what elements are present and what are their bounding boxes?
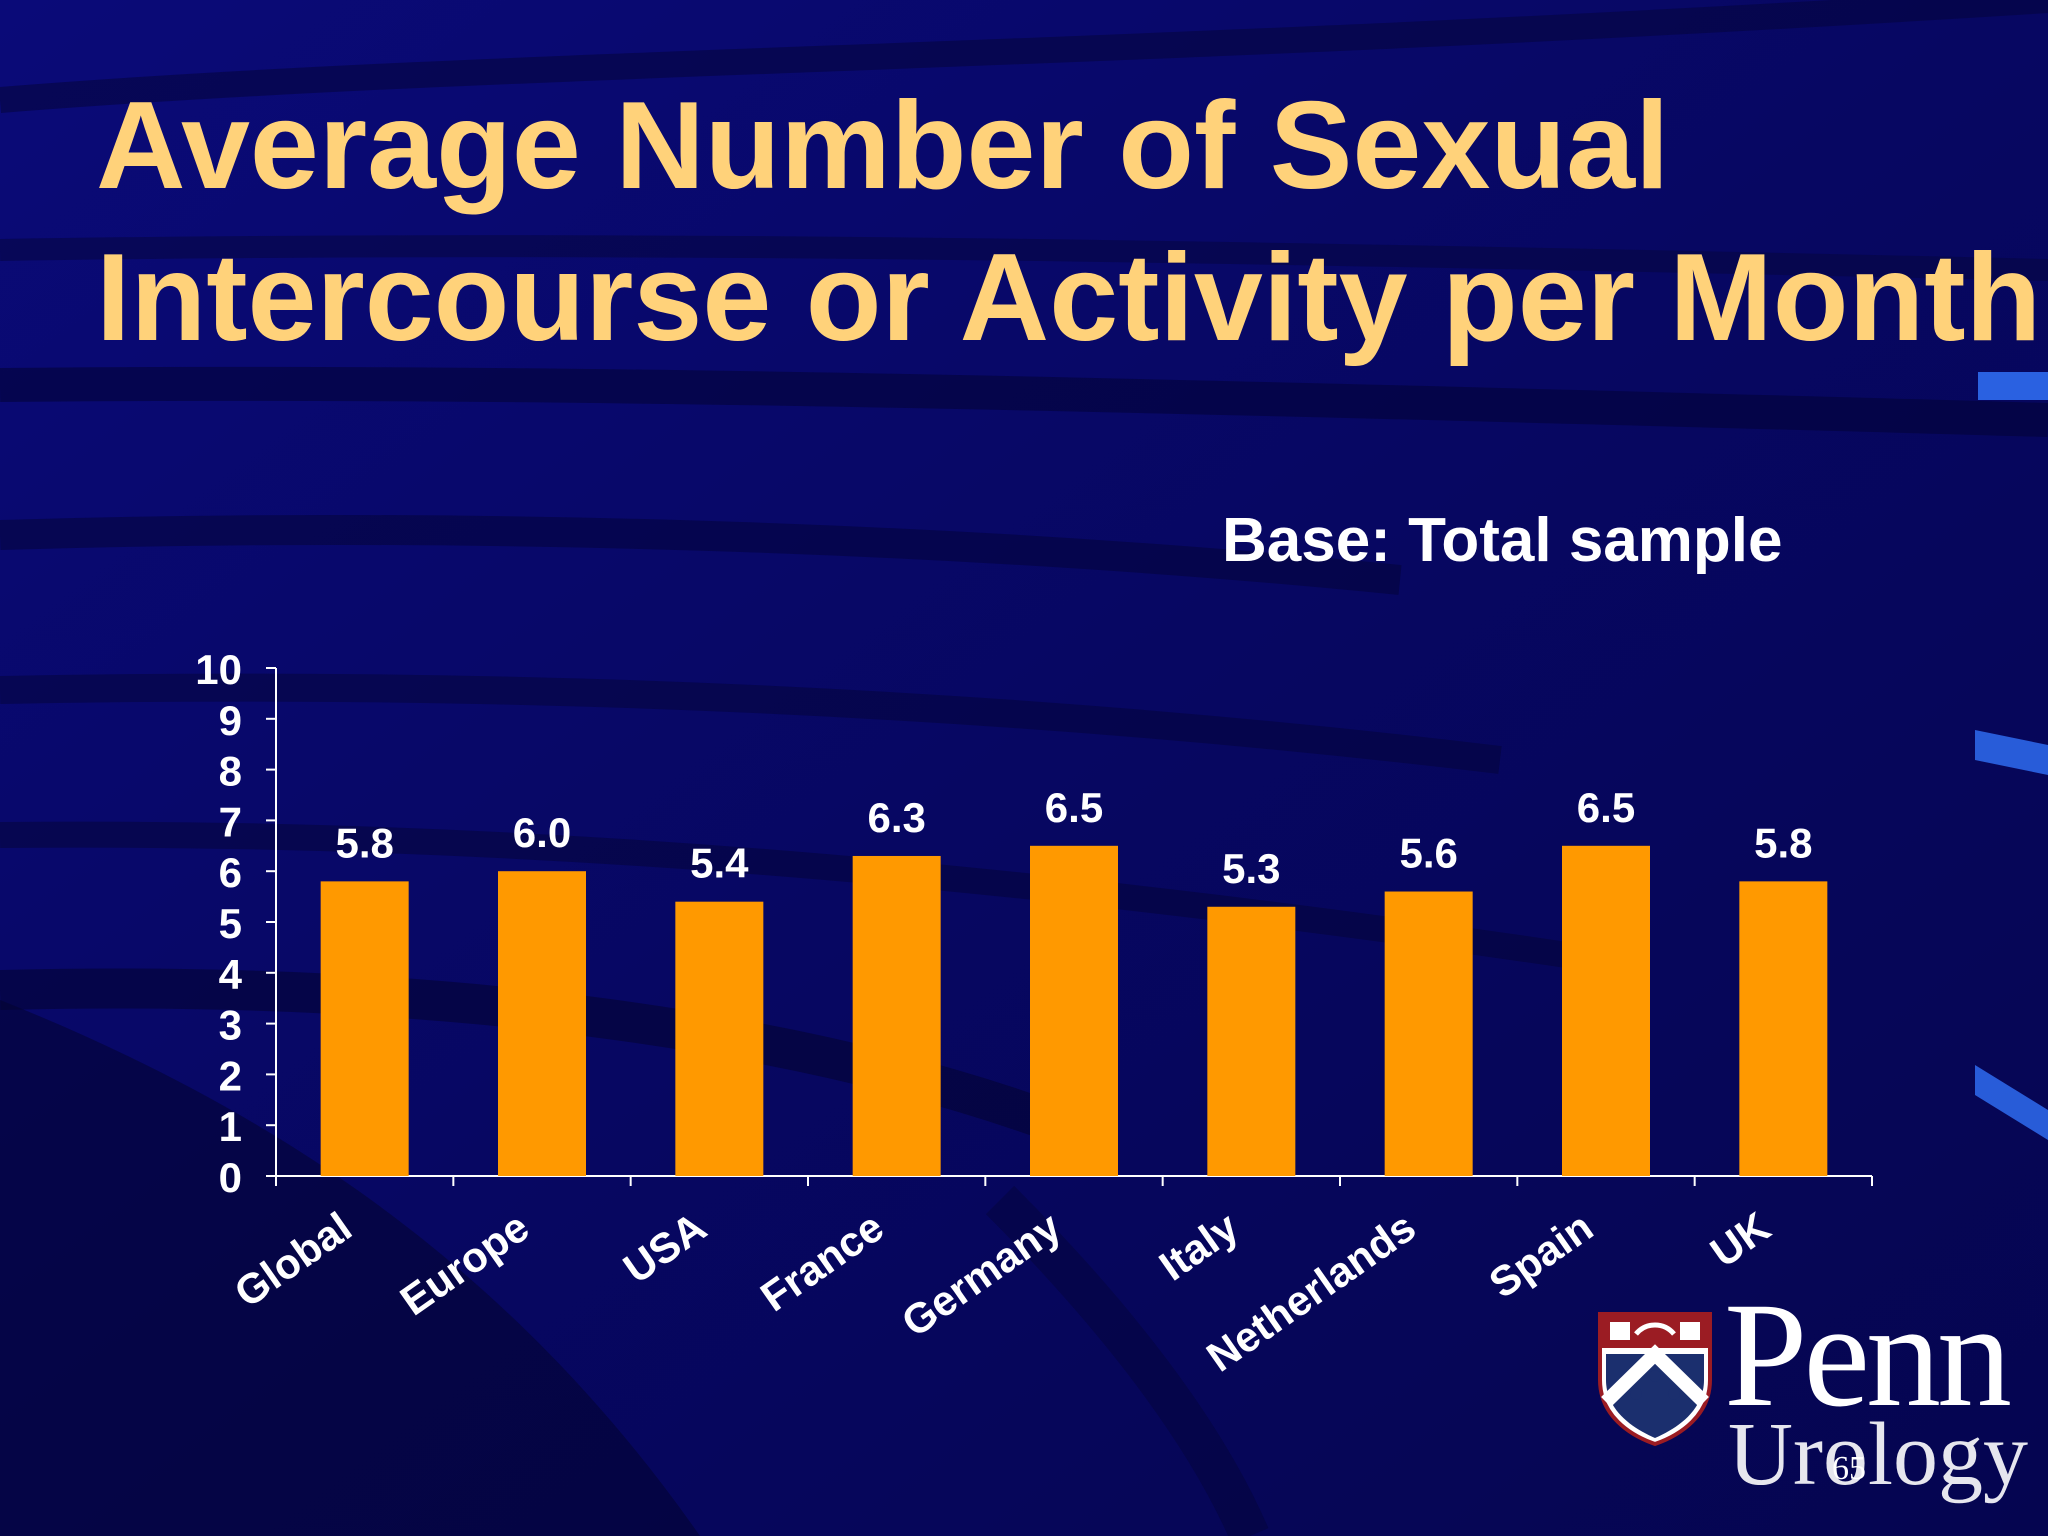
data-label: 6.0 [513, 809, 571, 856]
x-category-label: Germany [893, 1203, 1070, 1346]
data-label: 6.5 [1045, 784, 1103, 831]
x-category-label: Europe [392, 1203, 537, 1324]
bar [498, 871, 586, 1176]
data-label: 5.6 [1399, 830, 1457, 877]
data-label: 6.3 [867, 794, 925, 841]
logo-urology-text: Urology [1728, 1405, 2028, 1504]
penn-shield-icon [1598, 1312, 1712, 1447]
slide-title: Average Number of Sexual Intercourse or … [96, 70, 2048, 374]
bar [1207, 906, 1296, 1176]
x-category-label: UK [1702, 1203, 1779, 1276]
x-category-label: France [752, 1203, 892, 1321]
bar [1739, 881, 1828, 1176]
y-tick-label: 7 [219, 798, 242, 845]
logo-penn-text: Penn [1724, 1272, 2012, 1438]
bar [675, 901, 764, 1176]
y-tick-label: 9 [219, 697, 242, 744]
data-label: 5.8 [335, 819, 393, 866]
y-tick-label: 10 [195, 646, 242, 693]
x-category-label: Spain [1481, 1203, 1602, 1307]
y-tick-label: 5 [219, 900, 242, 947]
data-label: 5.4 [690, 840, 749, 887]
y-tick-label: 4 [219, 951, 243, 998]
x-category-label: USA [615, 1203, 715, 1292]
bar [1384, 891, 1473, 1176]
slide-title-line-2: Intercourse or Activity per Month [96, 229, 2042, 367]
x-category-label: Global [226, 1203, 360, 1316]
bar [1562, 845, 1650, 1176]
y-tick-label: 0 [219, 1154, 242, 1201]
base-label: Base: Total sample [1222, 506, 1783, 575]
y-tick-label: 3 [219, 1002, 242, 1049]
data-label: 5.3 [1222, 845, 1280, 892]
y-tick-label: 8 [219, 748, 242, 795]
y-tick-label: 1 [219, 1103, 242, 1150]
data-label: 5.8 [1754, 819, 1812, 866]
bar [1030, 845, 1118, 1176]
chart-bars [320, 845, 1828, 1176]
slide-title-line-1: Average Number of Sexual [96, 77, 1670, 215]
data-label: 6.5 [1577, 784, 1635, 831]
y-tick-label: 6 [219, 849, 242, 896]
y-tick-label: 2 [219, 1052, 242, 1099]
bar [320, 881, 409, 1176]
x-category-label: Italy [1151, 1203, 1247, 1290]
page-number: 65 [1832, 1450, 1866, 1487]
bar [852, 855, 941, 1176]
penn-urology-logo: Penn Urology [1596, 1280, 2028, 1500]
